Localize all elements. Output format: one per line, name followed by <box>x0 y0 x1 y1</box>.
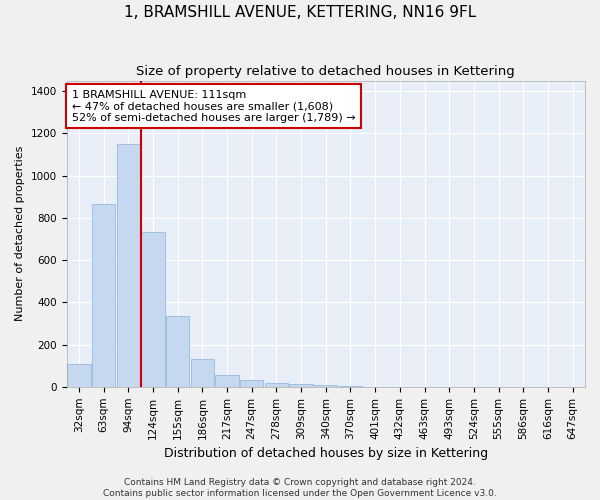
Bar <box>166 316 190 387</box>
Text: 1 BRAMSHILL AVENUE: 111sqm
← 47% of detached houses are smaller (1,608)
52% of s: 1 BRAMSHILL AVENUE: 111sqm ← 47% of deta… <box>72 90 355 123</box>
X-axis label: Distribution of detached houses by size in Kettering: Distribution of detached houses by size … <box>164 447 488 460</box>
Bar <box>339 386 362 387</box>
Bar <box>314 384 337 387</box>
Bar <box>265 382 288 387</box>
Bar <box>191 360 214 387</box>
Bar <box>215 375 239 387</box>
Y-axis label: Number of detached properties: Number of detached properties <box>15 146 25 322</box>
Text: 1, BRAMSHILL AVENUE, KETTERING, NN16 9FL: 1, BRAMSHILL AVENUE, KETTERING, NN16 9FL <box>124 5 476 20</box>
Bar <box>116 144 140 387</box>
Text: Contains HM Land Registry data © Crown copyright and database right 2024.
Contai: Contains HM Land Registry data © Crown c… <box>103 478 497 498</box>
Bar <box>240 380 263 387</box>
Bar <box>289 384 313 387</box>
Bar <box>92 204 115 387</box>
Bar <box>67 364 91 387</box>
Bar <box>141 232 164 387</box>
Title: Size of property relative to detached houses in Kettering: Size of property relative to detached ho… <box>136 65 515 78</box>
